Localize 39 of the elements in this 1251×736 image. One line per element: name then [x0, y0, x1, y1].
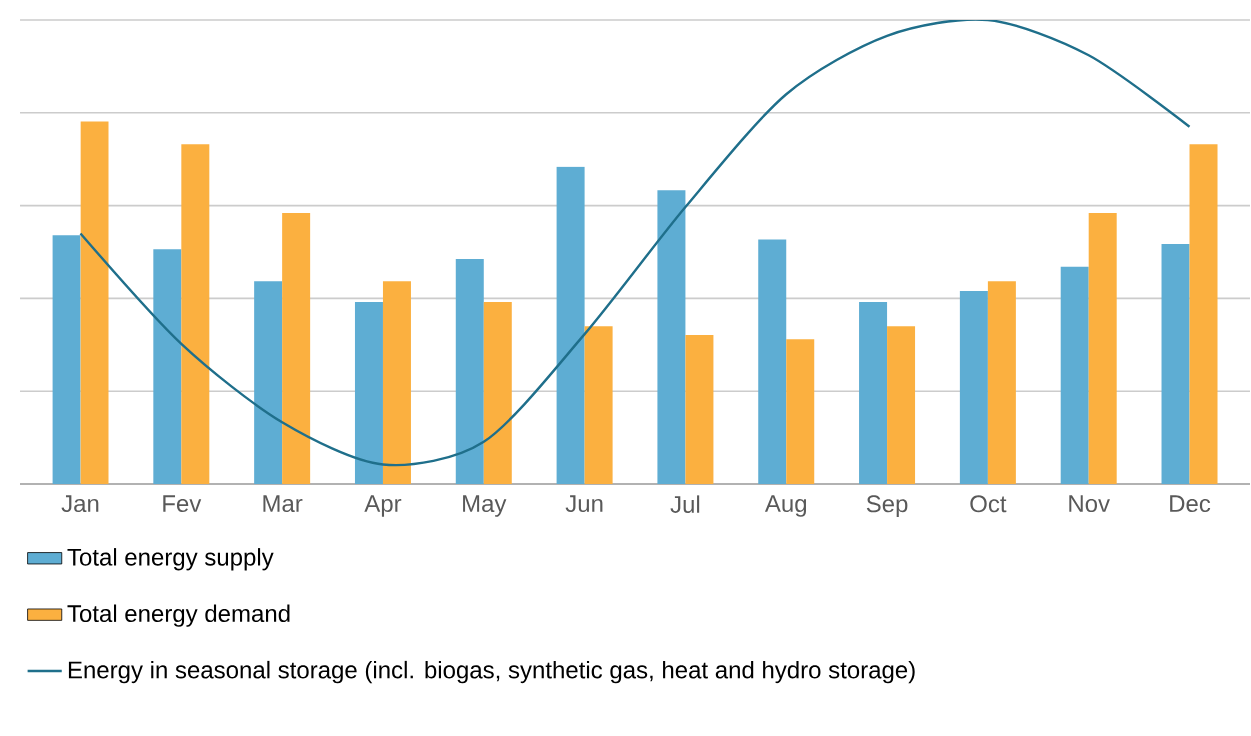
- x-tick-label: Jun: [565, 495, 603, 513]
- bar: [382, 281, 411, 484]
- bar: [1060, 266, 1089, 484]
- x-tick-label: May: [463, 495, 507, 517]
- x-tick-label: Mar: [263, 495, 303, 513]
- bar: [254, 281, 283, 484]
- bar: [354, 302, 383, 484]
- bar: [758, 239, 787, 484]
- bar: [1189, 144, 1218, 484]
- bar: [685, 335, 714, 484]
- legend-label: Energy in seasonal storage (incl. biogas, synthetic gas, heat and hydro storage): [68, 660, 915, 684]
- bar: [52, 235, 81, 484]
- bar: [786, 339, 815, 484]
- bar: [80, 121, 109, 484]
- x-tick-label: Apr: [364, 495, 402, 517]
- bar: [1088, 213, 1117, 484]
- x-tick-label: Dec: [1170, 495, 1211, 513]
- x-tick-label: Fev: [163, 495, 202, 513]
- bar: [987, 281, 1016, 484]
- bar: [657, 190, 686, 484]
- bar: [455, 258, 484, 484]
- bar: [483, 302, 512, 484]
- legend-label: Total energy demand: [67, 604, 290, 627]
- x-tick-label: Oct: [970, 495, 1007, 513]
- bar: [859, 302, 888, 484]
- x-tick-label: Aug: [764, 495, 807, 517]
- bar: [556, 166, 585, 484]
- x-tick-label: Jan: [61, 495, 99, 513]
- bar: [282, 213, 311, 484]
- x-tick-label: Nov: [1069, 495, 1110, 513]
- legend-label: Total energy supply: [67, 548, 274, 571]
- x-tick-label: Jul: [670, 495, 700, 513]
- bar: [887, 326, 916, 484]
- bar: [959, 290, 988, 484]
- bar: [181, 144, 210, 484]
- bar: [584, 326, 613, 484]
- x-tick-label: Sep: [866, 495, 908, 518]
- bar: [1161, 244, 1190, 484]
- bar: [153, 249, 182, 484]
